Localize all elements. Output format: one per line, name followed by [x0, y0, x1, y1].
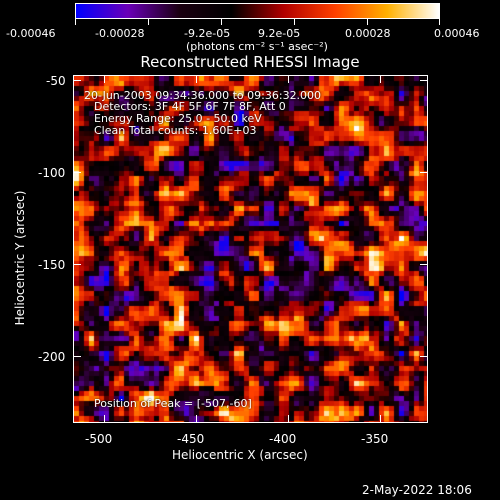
image-title: Reconstructed RHESSI Image: [140, 53, 360, 71]
colorbar-tick: [148, 19, 149, 25]
x-tick-label: -350: [361, 432, 389, 446]
y-tick-label: -150: [38, 258, 66, 272]
colorbar-tick-label: 9.2e-05: [258, 27, 301, 40]
y-tick: [73, 80, 81, 81]
x-tick: [196, 415, 197, 423]
y-axis-label: Heliocentric Y (arcsec): [13, 190, 27, 326]
colorbar-tick-label: -0.00028: [95, 27, 145, 40]
x-tick: [380, 415, 381, 423]
y-tick-right: [420, 172, 428, 173]
colorbar-tick-label: -0.00046: [6, 27, 56, 40]
x-tick-top: [288, 75, 289, 83]
colorbar-tick-label: -9.2e-05: [184, 27, 231, 40]
x-axis-label: Heliocentric X (arcsec): [172, 448, 308, 462]
x-tick-top: [104, 75, 105, 83]
y-tick-right: [420, 264, 428, 265]
colorbar-tick: [439, 19, 440, 25]
y-tick-right: [420, 80, 428, 81]
x-tick-top: [380, 75, 381, 83]
y-tick: [73, 172, 81, 173]
x-tick: [288, 415, 289, 423]
annotation-energy-range: Energy Range: 25.0 - 50.0 keV: [94, 112, 262, 125]
x-tick-top: [196, 75, 197, 83]
footer-date: 2-May-2022 18:06: [362, 483, 472, 497]
y-tick-label: -100: [38, 166, 66, 180]
x-tick: [104, 415, 105, 423]
colorbar: [75, 3, 440, 19]
x-tick-label: -500: [85, 432, 113, 446]
x-tick-label: -450: [177, 432, 205, 446]
colorbar-tick: [294, 19, 295, 25]
colorbar-tick: [367, 19, 368, 25]
y-tick: [73, 264, 81, 265]
image-plot: [73, 75, 428, 423]
colorbar-unit-label: (photons cm⁻² s⁻¹ asec⁻²): [186, 40, 328, 53]
y-tick-right: [420, 356, 428, 357]
annotation-time-range: 20-Jun-2003 09:34:36.000 to 09:36:32.000: [84, 89, 322, 102]
y-tick: [73, 356, 81, 357]
rhessi-image: [74, 76, 427, 422]
colorbar-tick: [221, 19, 222, 25]
colorbar-tick-label: 0.00028: [345, 27, 391, 40]
y-tick-label: -200: [38, 350, 66, 364]
y-tick-label: -50: [46, 74, 66, 88]
annotation-peak-position: Position of Peak = [-507,-60]: [94, 397, 252, 410]
x-tick-label: -400: [269, 432, 297, 446]
colorbar-tick: [75, 19, 76, 25]
annotation-method: Clean Total counts: 1.60E+03: [94, 124, 257, 137]
annotation-detectors: Detectors: 3F 4F 5F 6F 7F 8F, Att 0: [94, 100, 286, 113]
colorbar-tick-label: 0.00046: [434, 27, 480, 40]
